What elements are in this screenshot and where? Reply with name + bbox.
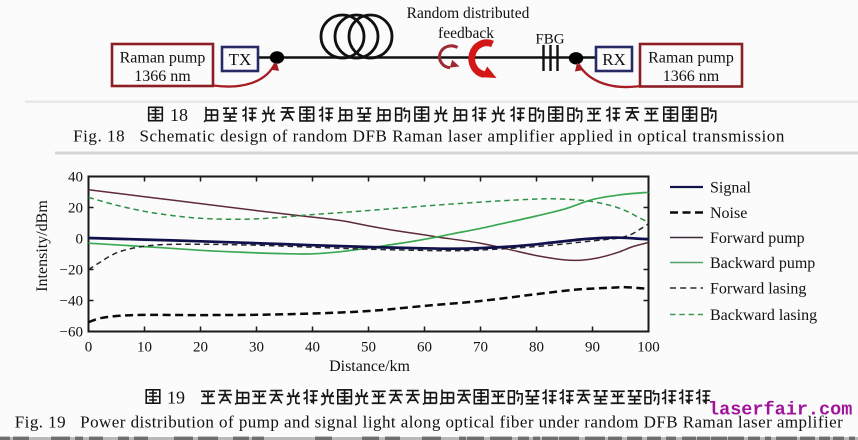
svg-text:70: 70 (473, 340, 488, 356)
svg-text:Random distributed: Random distributed (407, 5, 530, 22)
svg-text:FBG: FBG (535, 32, 564, 48)
svg-text:19: 19 (167, 388, 185, 408)
svg-text:10: 10 (137, 340, 152, 356)
svg-text:Raman pump: Raman pump (120, 50, 206, 67)
svg-text:Raman pump: Raman pump (648, 50, 734, 67)
svg-text:30: 30 (249, 340, 264, 356)
svg-text:TX: TX (229, 50, 252, 69)
svg-text:60: 60 (417, 340, 432, 356)
svg-text:laserfair.com: laserfair.com (708, 400, 852, 421)
svg-text:−40: −40 (60, 294, 83, 310)
svg-text:0: 0 (76, 232, 84, 248)
svg-text:Forward pump: Forward pump (710, 230, 805, 247)
svg-text:Signal: Signal (710, 180, 751, 197)
svg-text:20: 20 (68, 201, 83, 217)
svg-text:feedback: feedback (438, 25, 494, 42)
svg-text:Backward pump: Backward pump (710, 255, 815, 272)
svg-text:−20: −20 (60, 263, 83, 279)
svg-text:100: 100 (637, 340, 660, 356)
svg-text:Forward lasing: Forward lasing (710, 281, 806, 298)
svg-text:Distance/km: Distance/km (329, 358, 410, 375)
svg-text:Noise: Noise (710, 205, 747, 222)
svg-text:1366 nm: 1366 nm (663, 68, 720, 85)
svg-text:Fig. 19 Power distribution o: Fig. 19 Power distribution of pump and s… (15, 413, 844, 432)
svg-text:80: 80 (529, 340, 544, 356)
svg-text:90: 90 (585, 340, 600, 356)
svg-text:Backward lasing: Backward lasing (710, 307, 817, 324)
svg-text:20: 20 (193, 340, 208, 356)
svg-text:Fig. 18 Schematic design of: Fig. 18 Schematic design of random DFB R… (73, 127, 785, 146)
svg-text:1366 nm: 1366 nm (134, 68, 191, 85)
svg-text:RX: RX (602, 50, 626, 69)
svg-text:40: 40 (68, 170, 83, 186)
svg-text:18: 18 (170, 105, 188, 125)
svg-text:−60: −60 (60, 325, 83, 341)
svg-text:50: 50 (361, 340, 376, 356)
svg-text:40: 40 (305, 340, 320, 356)
svg-text:Intensity/dBm: Intensity/dBm (34, 200, 51, 292)
svg-text:0: 0 (85, 340, 93, 356)
